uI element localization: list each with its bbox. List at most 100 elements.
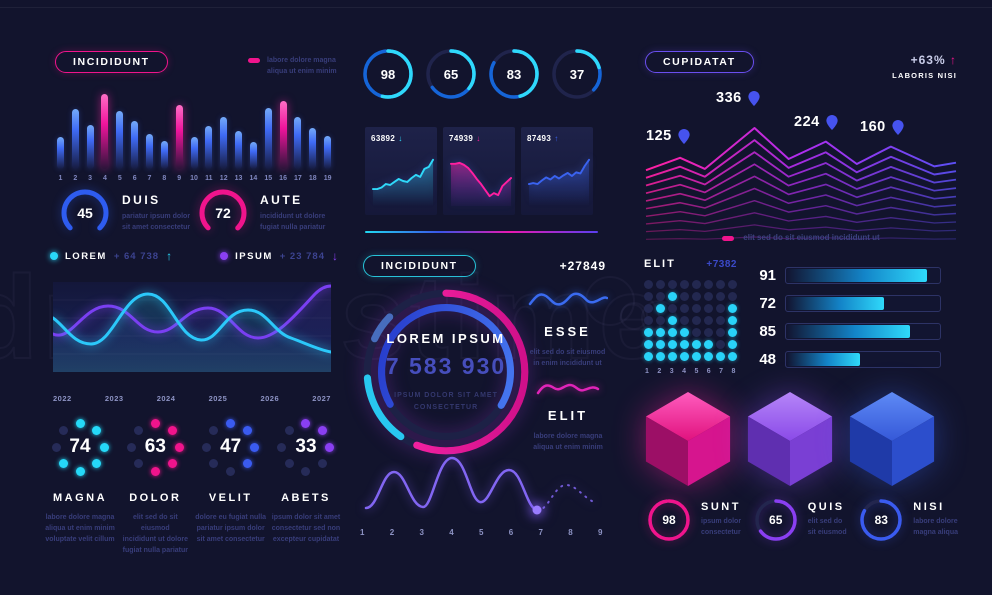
dot [226, 466, 236, 476]
matrix-dot [704, 352, 713, 361]
gauge-label: AUTE [260, 192, 303, 207]
bar [235, 131, 243, 169]
incididunt-pill-button[interactable]: INCIDIDUNT [55, 51, 168, 73]
progress-fill [787, 353, 860, 366]
progress-list: 91 72 85 48 [750, 267, 942, 379]
matrix-dot [644, 280, 653, 289]
matrix-dot [728, 304, 737, 313]
matrix-dot [716, 328, 725, 337]
dot-stat-item: 33 ABETS ipsum dolor sit amet consectetur s… [270, 416, 342, 556]
gauge-arc: 72 [198, 188, 248, 238]
dot-stat-desc: ipsum dolor sit amet consectetur sed non e… [271, 514, 341, 543]
cupidatat-pill-button[interactable]: CUPIDATAT [645, 51, 754, 73]
progress-row: 72 [750, 295, 942, 312]
map-marker-224: 224 [794, 114, 838, 130]
matrix-dot [680, 304, 689, 313]
matrix-dot [704, 280, 713, 289]
arrow-up-icon: ↑ [554, 134, 559, 143]
progress-row: 48 [750, 351, 942, 368]
donut-delta: +27849 [559, 259, 606, 273]
progress-row: 91 [750, 267, 942, 284]
bar-category-label: 17 [294, 175, 302, 182]
dot [277, 442, 287, 452]
sparkline-card-74939: 74939 ↓ [443, 127, 515, 215]
bar-slot: 4 [98, 86, 113, 182]
bar-category-label: 3 [88, 175, 93, 182]
map-marker-125: 125 [646, 128, 690, 144]
arrow-down-icon: ↓ [398, 134, 403, 143]
matrix-dot [644, 316, 653, 325]
gauge-value: 45 [77, 205, 93, 221]
axis-label: 5 [694, 368, 699, 375]
dot-stat-label: DOLOR [129, 492, 182, 504]
dot [301, 418, 311, 428]
bar-slot: 18 [305, 86, 320, 182]
elit-label: ELIT [547, 408, 589, 423]
dot-stat-desc: elit sed do sit eiusmod incididunt ut dol… [122, 514, 188, 554]
matrix-dot [644, 352, 653, 361]
dot-stat-desc: labore dolore magna aliqua ut enim minim v… [45, 514, 115, 543]
bar-slot: 10 [187, 86, 202, 182]
bar-slot: 19 [320, 86, 335, 182]
matrix-dot [644, 292, 653, 301]
dot-stat-value: 74 [69, 436, 91, 457]
dot-stat-label: ABETS [281, 492, 331, 504]
dot [167, 425, 177, 435]
bar [145, 134, 153, 169]
bar-category-label: 16 [279, 175, 287, 182]
matrix-dot [668, 280, 677, 289]
matrix-dot [680, 316, 689, 325]
bar [264, 108, 272, 169]
matrix-dot [728, 352, 737, 361]
gauge-label: DUIS [122, 192, 161, 207]
bar [205, 126, 213, 169]
kpi-lorem: LOREM + 64 738 ↑ [50, 249, 172, 263]
elit-spark: ELIT labore dolore magna aliqua ut enim m… [524, 380, 612, 454]
bar-slot: 7 [142, 86, 157, 182]
dot-stat-value: 33 [295, 436, 317, 457]
donut-center: LOREM IPSUM 7 583 930 IPSUM DOLOR SIT AM… [385, 331, 507, 411]
dot-stat-label: VELIT [208, 492, 253, 504]
axis-label: 3 [419, 528, 425, 537]
bar-slot: 3 [83, 86, 98, 182]
sparkline-card-63892: 63892 ↓ [365, 127, 437, 215]
bar-category-label: 11 [205, 175, 213, 182]
bar-category-label: 9 [177, 175, 182, 182]
donut-gauge: LOREM IPSUM 7 583 930 IPSUM DOLOR SIT AM… [358, 284, 534, 460]
bar-slot: 12 [216, 86, 231, 182]
sparkline-card-87493: 87493 ↑ [521, 127, 593, 215]
marker-value: 160 [860, 119, 886, 135]
matrix-dot [680, 352, 689, 361]
matrix-dot [716, 316, 725, 325]
dot-stat-desc: dolore eu fugiat nulla pariatur ipsum dol… [195, 514, 267, 543]
matrix-delta: +7382 [706, 259, 737, 270]
progress-track [785, 295, 941, 312]
bar-slot: 11 [201, 86, 216, 182]
bar-category-label: 6 [132, 175, 137, 182]
matrix-dot [644, 328, 653, 337]
sparkline-svg [527, 158, 591, 207]
legend-text: elit sed do sit eiusmod incididunt ut [743, 233, 880, 242]
kpi-ipsum: IPSUM + 23 784 ↓ [220, 249, 338, 263]
legend-swatch [248, 58, 260, 63]
dot-stat-value: 47 [220, 436, 242, 457]
dot [92, 459, 102, 469]
bar-slot: 6 [127, 86, 142, 182]
dot-ring: 63 [124, 416, 186, 478]
matrix-dot [716, 352, 725, 361]
incididunt-middle-pill-button[interactable]: INCIDIDUNT [363, 255, 476, 277]
bar-slot: 15 [261, 86, 276, 182]
matrix-dot [692, 352, 701, 361]
axis-label: 7 [538, 528, 544, 537]
axis-label: 2027 [312, 394, 331, 403]
matrix-dot [728, 328, 737, 337]
map-marker-336: 336 [716, 90, 760, 106]
kpi-label: IPSUM [235, 250, 273, 262]
axis-label: 1 [360, 528, 365, 537]
bar-chart-legend: labore dolore magna aliqua ut enim minim [248, 56, 337, 78]
dot [58, 425, 68, 435]
dot [318, 459, 328, 469]
ring-label: NISI [913, 501, 945, 514]
bar-category-label: 10 [190, 175, 198, 182]
pink-cube [645, 392, 731, 486]
